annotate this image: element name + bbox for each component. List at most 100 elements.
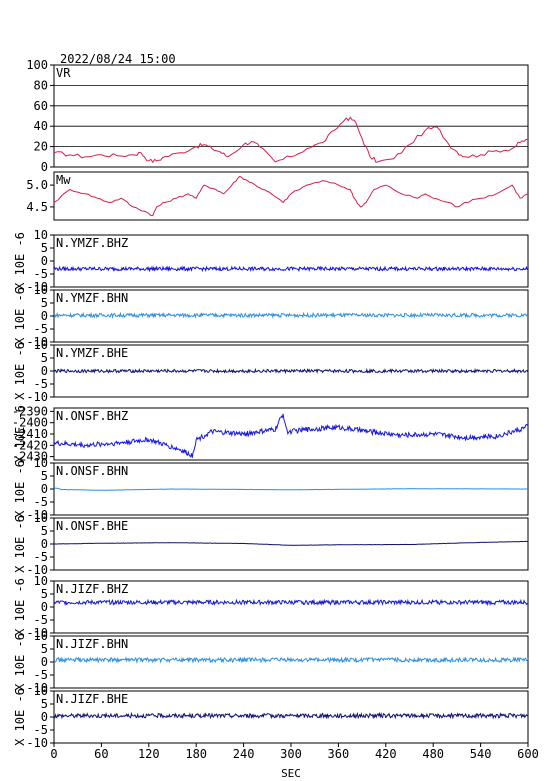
- y-tick-label: 5: [41, 587, 48, 601]
- series-line-onsf-bhz: [53, 413, 529, 458]
- y-tick-label: -5: [34, 495, 48, 509]
- x-axis: 0 60 120 180 240 300 360 420 480 540 600: [50, 743, 539, 761]
- panel-frame: [53, 234, 529, 288]
- y-tick-label: -5: [34, 267, 48, 281]
- panel-frame: [53, 580, 529, 634]
- y-tick-label: -5: [34, 322, 48, 336]
- y-tick-label: -2420: [12, 438, 48, 452]
- x-tick-label: 600: [517, 747, 539, 761]
- y-tick-label: 10: [34, 283, 48, 297]
- y-tick-label: 5: [41, 469, 48, 483]
- y-tick-label: 0: [41, 600, 48, 614]
- series-line-ymzf-bhe: [53, 367, 529, 375]
- x-tick-label: 0: [50, 747, 57, 761]
- y-tick-label: 20: [34, 140, 48, 154]
- unit-label: X 10E -6: [13, 460, 27, 518]
- y-tick-label: 5.0: [26, 178, 48, 192]
- panel-label: Mw: [56, 173, 71, 187]
- series-line-ymzf-bhz: [53, 265, 529, 273]
- panel-mw: 4.5 5.0 Mw: [26, 171, 529, 221]
- y-tick-label: 5: [41, 697, 48, 711]
- x-tick-label: 60: [94, 747, 108, 761]
- y-tick-label: 10: [34, 574, 48, 588]
- unit-label: X 10E -6: [13, 578, 27, 636]
- y-tick-label: 10: [34, 511, 48, 525]
- y-tick-label: 10: [34, 684, 48, 698]
- y-tick-label: -10: [26, 563, 48, 577]
- y-tick-label: 0: [41, 160, 48, 174]
- panel-frame: [53, 64, 529, 168]
- x-tick-label: 540: [470, 747, 492, 761]
- panel-label: N.JIZF.BHN: [56, 637, 128, 651]
- unit-label: X 10E -6: [13, 405, 27, 463]
- series-line-onsf-bhn: [53, 487, 529, 491]
- y-tick-label: -5: [34, 550, 48, 564]
- y-tick-label: 5: [41, 642, 48, 656]
- panel-label: N.ONSF.BHN: [56, 464, 128, 478]
- unit-label: X 10E -6: [13, 342, 27, 400]
- y-tick-label: -2430: [12, 450, 48, 464]
- panel-vr: 0 20 40 60 80 100 VR: [26, 58, 529, 174]
- panel-label: N.ONSF.BHZ: [56, 409, 128, 423]
- y-tick-label: -10: [26, 626, 48, 640]
- y-tick-label: 40: [34, 119, 48, 133]
- series-line-vr: [53, 116, 528, 164]
- panel-label: N.JIZF.BHZ: [56, 582, 128, 596]
- panel-label: N.YMZF.BHN: [56, 291, 128, 305]
- x-axis-label: SEC: [281, 767, 301, 780]
- y-tick-label: -10: [26, 681, 48, 695]
- x-tick-label: 420: [375, 747, 397, 761]
- y-tick-label: 0: [41, 364, 48, 378]
- x-tick-label: 300: [280, 747, 302, 761]
- y-tick-label: -2410: [12, 427, 48, 441]
- series-line-mw: [53, 175, 529, 217]
- y-tick-label: -10: [26, 280, 48, 294]
- x-tick-label: 240: [233, 747, 255, 761]
- y-tick-label: -2400: [12, 416, 48, 430]
- y-tick-label: -5: [34, 723, 48, 737]
- unit-label: X 10E -6: [13, 688, 27, 746]
- y-tick-label: -10: [26, 335, 48, 349]
- y-tick-label: -5: [34, 377, 48, 391]
- x-tick-label: 120: [138, 747, 160, 761]
- panel-label: N.JIZF.BHE: [56, 692, 128, 706]
- y-tick-label: 0: [41, 710, 48, 724]
- panel-label: VR: [56, 66, 71, 80]
- y-tick-label: 10: [34, 456, 48, 470]
- series-line-onsf-bhe: [54, 540, 528, 546]
- panel-frame: [53, 635, 529, 689]
- x-tick-label: 360: [328, 747, 350, 761]
- y-tick-label: 10: [34, 228, 48, 242]
- timestamp: 2022/08/24 15:00: [60, 52, 176, 66]
- y-tick-label: 4.5: [26, 200, 48, 214]
- series-line-ymzf-bhn: [53, 311, 529, 319]
- y-tick-label: 0: [41, 254, 48, 268]
- series-line-jizf-bhn: [53, 656, 529, 664]
- panel-label: N.YMZF.BHZ: [56, 236, 128, 250]
- unit-label: X 10E -6: [13, 287, 27, 345]
- panel-label: N.ONSF.BHE: [56, 519, 128, 533]
- y-tick-label: 100: [26, 58, 48, 72]
- series-line-jizf-bhe: [53, 711, 529, 720]
- panel-label: N.YMZF.BHE: [56, 346, 128, 360]
- y-tick-label: -10: [26, 508, 48, 522]
- unit-label: X 10E -6: [13, 633, 27, 691]
- unit-label: X 10E -6: [13, 515, 27, 573]
- y-tick-label: -5: [34, 613, 48, 627]
- y-tick-label: 80: [34, 78, 48, 92]
- series-line-jizf-bhz: [53, 598, 529, 607]
- y-tick-label: 10: [34, 338, 48, 352]
- y-tick-label: 5: [41, 241, 48, 255]
- y-tick-label: -2390: [12, 404, 48, 418]
- y-tick-label: 10: [34, 629, 48, 643]
- y-tick-label: 5: [41, 351, 48, 365]
- panel-frame: [53, 171, 529, 221]
